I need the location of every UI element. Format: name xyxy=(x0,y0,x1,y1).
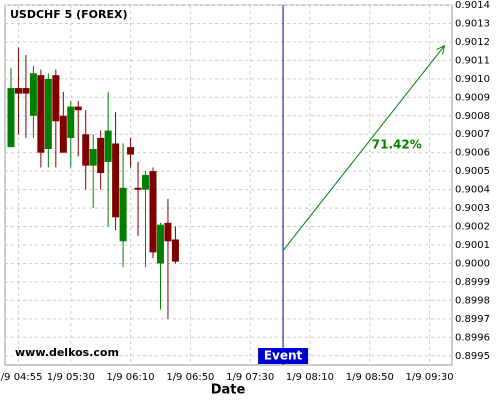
candle-body xyxy=(59,115,67,153)
y-tick-label: 0.9009 xyxy=(455,92,490,103)
y-tick-label: 0.9008 xyxy=(455,111,490,122)
y-tick-label: 0.8996 xyxy=(455,332,490,343)
candle-body xyxy=(37,75,45,153)
x-axis-label: Date xyxy=(211,383,246,398)
candle-body xyxy=(142,174,150,190)
chart-title: USDCHF 5 (FOREX) xyxy=(10,8,127,21)
y-tick-label: 0.9002 xyxy=(455,222,490,233)
watermark: www.delkos.com xyxy=(15,346,119,359)
candle-body xyxy=(74,106,82,111)
y-tick-label: 0.9012 xyxy=(455,37,490,48)
candle-body xyxy=(44,78,52,149)
candle-body xyxy=(89,149,97,166)
forecast-label: 71.42% xyxy=(372,138,422,152)
y-tick-label: 0.9001 xyxy=(455,240,490,251)
forecast-arrow xyxy=(282,45,445,251)
y-tick-label: 0.9014 xyxy=(455,0,490,11)
y-tick-label: 0.9007 xyxy=(455,129,490,140)
candle-body xyxy=(7,88,15,148)
candle-body xyxy=(104,130,112,162)
x-tick-label: 1/9 06:50 xyxy=(166,372,214,383)
x-tick-label: 1/9 05:30 xyxy=(47,372,95,383)
y-tick-label: 0.9004 xyxy=(455,185,490,196)
candle-body xyxy=(97,137,105,173)
x-tick-label: 1/9 08:10 xyxy=(286,372,334,383)
y-tick-label: 0.8999 xyxy=(455,277,490,288)
plot-layer: 0.8995 0.8996 0.8997 0.8998 0.8999 0.9000 0.90… xyxy=(0,0,490,383)
y-tick-label: 0.9013 xyxy=(455,18,490,29)
event-label: Event xyxy=(264,349,303,363)
arrow-head xyxy=(436,44,446,55)
x-tick-label: 1/9 06:10 xyxy=(107,372,155,383)
event-label-box xyxy=(258,348,309,364)
y-tick-label: 0.9006 xyxy=(455,148,490,159)
candle-body xyxy=(22,88,30,94)
y-tick-label: 0.9000 xyxy=(455,258,490,269)
candle-body xyxy=(171,239,179,262)
y-tick-label: 0.8997 xyxy=(455,314,490,325)
candle-body xyxy=(67,106,75,138)
y-tick-label: 0.9005 xyxy=(455,166,490,177)
candle-body xyxy=(134,187,142,190)
candle-body xyxy=(127,147,135,155)
candle-body xyxy=(14,88,22,94)
x-tick-label: 1/9 09:30 xyxy=(406,372,454,383)
candle-body xyxy=(82,134,90,166)
candle-body xyxy=(149,171,157,253)
x-tick-label: 1/9 04:55 xyxy=(0,372,43,383)
candle-body xyxy=(119,187,127,242)
y-tick-label: 0.9011 xyxy=(455,55,490,66)
candle-body xyxy=(29,73,37,116)
y-tick-label: 0.8998 xyxy=(455,295,490,306)
y-tick-label: 0.9003 xyxy=(455,203,490,214)
candle-body xyxy=(164,222,172,242)
candle-body xyxy=(52,75,60,122)
candle-body xyxy=(112,143,120,218)
y-tick-label: 0.8995 xyxy=(455,351,490,362)
x-tick-label: 1/9 07:30 xyxy=(226,372,274,383)
plot-area xyxy=(4,4,453,366)
x-tick-label: 1/9 08:50 xyxy=(346,372,394,383)
candle-body xyxy=(156,224,164,264)
y-tick-label: 0.9010 xyxy=(455,74,490,85)
